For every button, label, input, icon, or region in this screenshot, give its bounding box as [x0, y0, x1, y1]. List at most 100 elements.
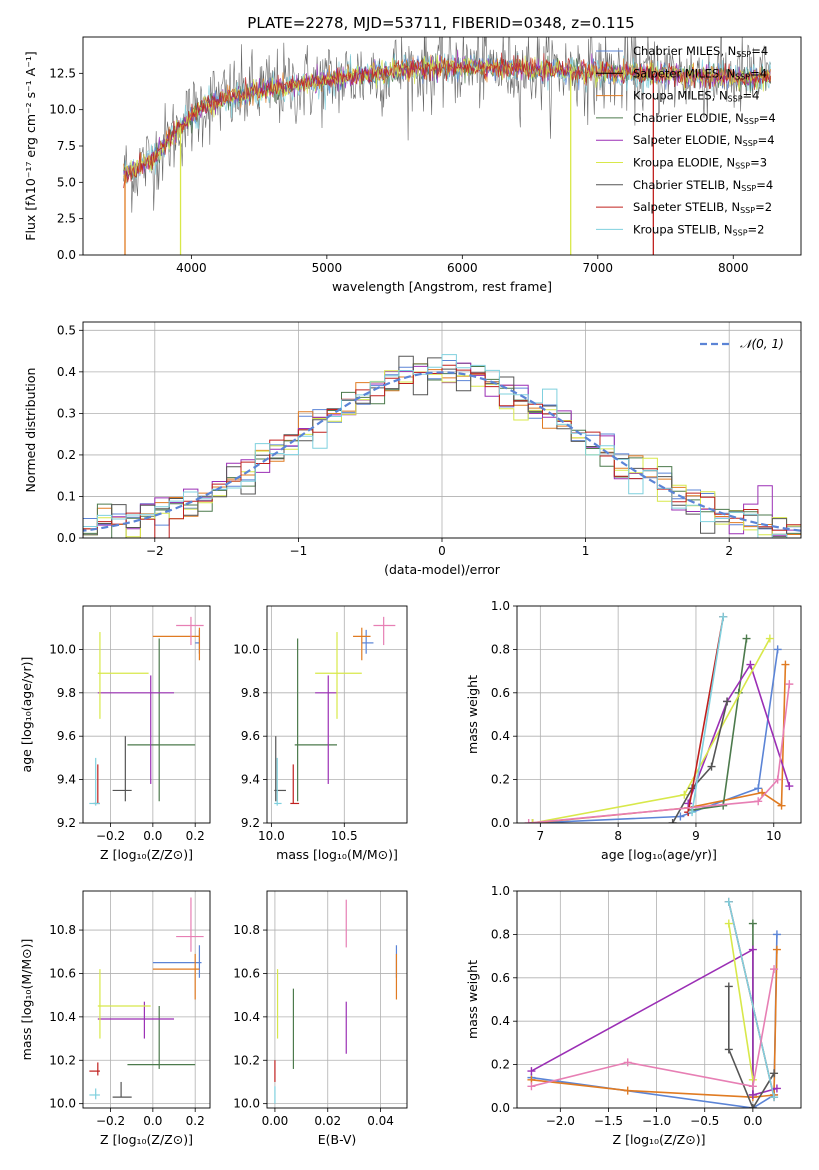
panel-age-vs-z: −0.2 0.0 0.2 9.2 9.4 9.6 9.8 10.0 Z [log₁₀(Z/Z⊙)…: [19, 605, 211, 862]
y-tick-label: 0.0: [491, 1101, 510, 1115]
y-tick-label: 0.8: [491, 642, 510, 656]
weight-point-marker: [724, 982, 733, 991]
weight-point-marker: [773, 645, 782, 654]
legend-subscript: SSP: [736, 50, 751, 59]
y-tick-label: 0.5: [57, 323, 76, 337]
y-tick-label: 9.8: [241, 686, 260, 700]
x-tick-label: 8: [614, 829, 622, 843]
y-tick-label: 9.2: [57, 816, 76, 830]
x-tick-label: 1: [582, 544, 590, 558]
weight-series-line: [531, 968, 775, 1088]
x-tick-label: 6000: [447, 261, 478, 275]
y-tick-label: 0.4: [57, 365, 76, 379]
y-tick-label: 0.3: [57, 406, 76, 420]
weight-point-marker: [746, 660, 755, 669]
weight-point-marker: [719, 612, 728, 621]
weight-point-marker: [623, 1086, 632, 1095]
axes-frame: [266, 605, 408, 824]
axes-frame: [516, 605, 802, 824]
weight-point-marker: [754, 784, 763, 793]
y-tick-label: 1.0: [491, 599, 510, 613]
x-axis-label: Z [log₁₀(Z/Z⊙)]: [613, 1132, 706, 1147]
y-tick-label: 10.2: [49, 1053, 76, 1067]
y-tick-label: 10.0: [49, 1097, 76, 1111]
legend-label: Chabrier MILES, NSSP=4: [633, 44, 768, 59]
histogram-salpeter-stelib: [83, 364, 801, 538]
legend-subscript: SSP: [735, 162, 750, 171]
legend-label: Kroupa ELODIE, NSSP=3: [633, 156, 767, 171]
panel-spectrum: 4000 5000 6000 7000 8000 0.0 2.5 5.0 7.5 10.0 12.5…: [23, 36, 802, 294]
weight-point-marker: [772, 930, 781, 939]
weight-point-marker: [785, 782, 794, 791]
legend-subscript: SSP: [735, 72, 750, 81]
weight-point-marker: [724, 897, 733, 906]
legend-subscript: SSP: [743, 139, 758, 148]
y-tick-label: 0.2: [491, 1058, 510, 1072]
weight-point-marker: [748, 1104, 757, 1108]
panel-age-vs-mass: 10.0 10.5 9.2 9.4 9.6 9.8 10.0 mass [log₁₀(M/M⊙…: [233, 605, 408, 862]
x-tick-label: 5000: [312, 261, 343, 275]
legend-count: =4: [758, 133, 775, 147]
y-tick-label: 9.8: [57, 686, 76, 700]
y-tick-label: 9.4: [241, 773, 260, 787]
y-tick-label: 10.6: [233, 966, 260, 980]
y-tick-label: 0.1: [57, 489, 76, 503]
weight-point-marker: [770, 965, 779, 974]
weight-series-line: [528, 684, 791, 823]
y-axis-label: age [log₁₀(age/yr)]: [19, 657, 34, 773]
plot-area-mass-vs-ebv: [274, 899, 398, 1104]
y-tick-label: 0.0: [491, 816, 510, 830]
x-tick-label: −1.0: [642, 1114, 671, 1128]
weight-point-marker: [724, 919, 733, 928]
legend-subscript: SSP: [733, 228, 748, 237]
legend-count: =2: [755, 200, 772, 214]
y-tick-label: 12.5: [49, 66, 76, 80]
x-tick-label: 7: [537, 829, 545, 843]
legend-label: 𝒩(0, 1): [740, 337, 784, 351]
x-tick-label: −0.2: [96, 829, 125, 843]
weight-point-marker: [668, 819, 677, 823]
y-tick-label: 0.0: [57, 248, 76, 262]
y-tick-label: 1.0: [491, 884, 510, 898]
x-tick-label: −1: [290, 544, 308, 558]
x-tick-label: −2: [146, 544, 164, 558]
y-tick-label: 2.5: [57, 212, 76, 226]
y-tick-label: 10.0: [49, 642, 76, 656]
x-tick-label: 0.00: [262, 1114, 289, 1128]
weight-series-line: [691, 616, 724, 813]
x-axis-label: (data-model)/error: [384, 562, 501, 577]
weight-point-marker: [748, 919, 757, 928]
y-axis-label: Normed distribution: [23, 368, 38, 493]
axes-frame: [82, 321, 802, 539]
weight-point-marker: [723, 697, 732, 706]
x-axis-label: Z [log₁₀(Z/Z⊙)]: [100, 847, 193, 862]
legend-subscript: SSP: [740, 206, 755, 215]
y-tick-label: 0.2: [57, 448, 76, 462]
y-tick-label: 0.6: [491, 686, 510, 700]
weight-point-marker: [528, 819, 537, 823]
panel-mass-vs-ebv: 0.00 0.02 0.04 10.0 10.2 10.4 10.6 10.8 E(B-V): [233, 890, 408, 1147]
x-tick-label: 0.0: [743, 1114, 762, 1128]
weight-point-marker: [748, 945, 757, 954]
x-tick-label: 0.0: [143, 829, 162, 843]
weight-point-marker: [680, 790, 689, 799]
x-axis-label: age [log₁₀(age/yr)]: [601, 847, 717, 862]
legend-count: =4: [750, 66, 767, 80]
y-tick-label: 10.4: [233, 1010, 260, 1024]
y-tick-label: 10.0: [49, 103, 76, 117]
x-tick-label: 7000: [583, 261, 614, 275]
plot-area-weight-vs-z: [527, 897, 781, 1108]
x-axis-label: Z [log₁₀(Z/Z⊙)]: [100, 1132, 193, 1147]
legend-label: Salpeter ELODIE, NSSP=4: [633, 133, 775, 148]
weight-point-marker: [748, 1082, 757, 1091]
y-tick-label: 7.5: [57, 139, 76, 153]
legend-subscript: SSP: [744, 117, 759, 126]
axes-frame: [82, 890, 211, 1109]
y-axis-label: mass [log₁₀(M/M⊙)]: [19, 939, 34, 1061]
y-tick-label: 10.4: [49, 1010, 76, 1024]
legend-count: =4: [743, 89, 760, 103]
weight-point-marker: [772, 1084, 781, 1093]
weight-point-marker: [527, 1082, 536, 1091]
weight-point-marker: [724, 1045, 733, 1054]
weight-series-line: [531, 948, 778, 1097]
